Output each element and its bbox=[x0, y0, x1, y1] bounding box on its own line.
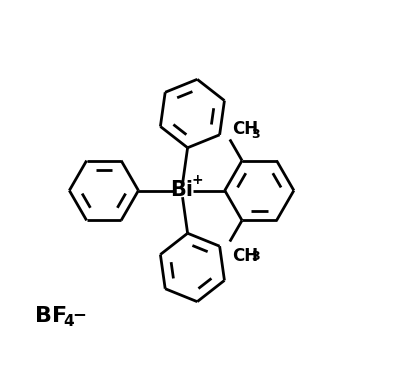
Text: Bi: Bi bbox=[170, 181, 193, 200]
Text: CH: CH bbox=[232, 247, 258, 265]
Text: 3: 3 bbox=[251, 250, 260, 263]
Text: 3: 3 bbox=[251, 128, 260, 141]
Text: −: − bbox=[73, 305, 87, 323]
Text: BF: BF bbox=[35, 306, 67, 326]
Text: CH: CH bbox=[232, 120, 258, 138]
Text: +: + bbox=[192, 173, 203, 187]
Text: 4: 4 bbox=[63, 314, 74, 330]
